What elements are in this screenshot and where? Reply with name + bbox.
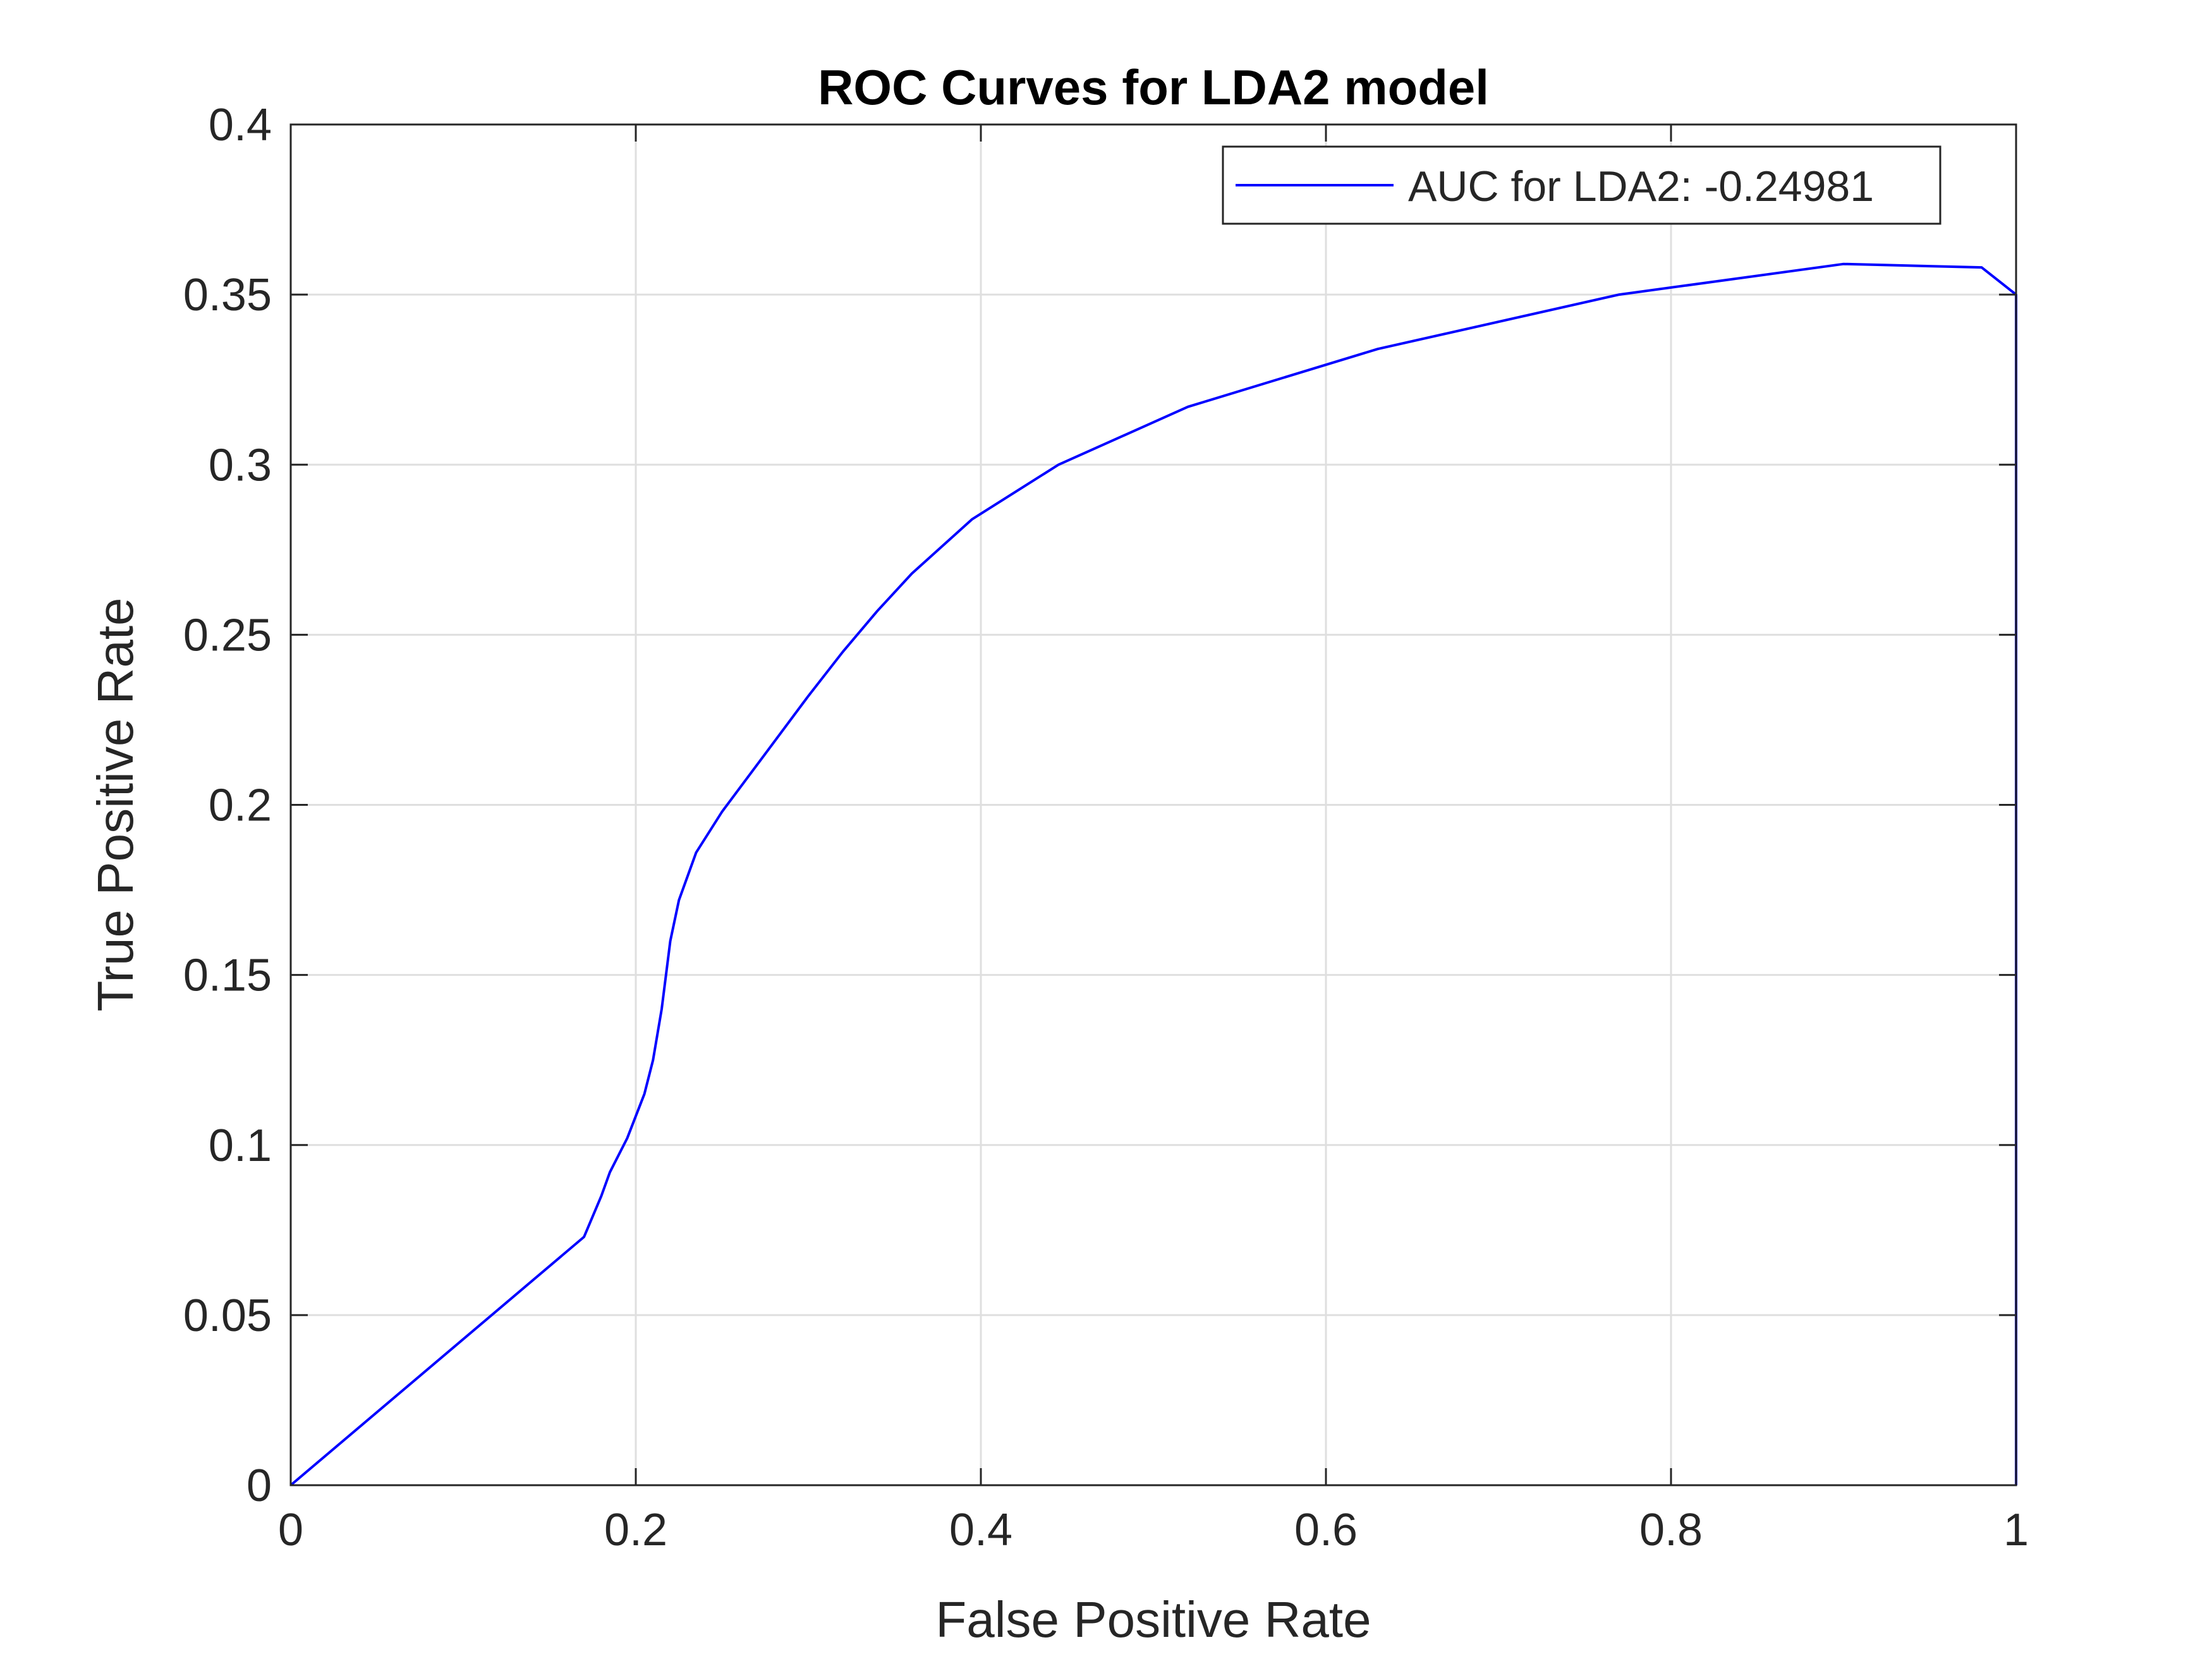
y-tick-labels: 0 0.05 0.1 0.15 0.2 0.25 0.3 0.35 0.4 <box>183 100 272 1511</box>
roc-curve-line <box>289 262 2017 1486</box>
y-tick-label: 0.35 <box>183 270 272 320</box>
x-tick-label: 0.8 <box>1639 1505 1703 1555</box>
x-tick-label: 0.2 <box>604 1505 667 1555</box>
tick-marks <box>289 123 2017 1486</box>
legend-label: AUC for LDA2: -0.24981 <box>1408 162 1874 210</box>
chart-title: ROC Curves for LDA2 model <box>818 59 1489 115</box>
y-tick-label: 0.3 <box>209 440 272 490</box>
y-tick-label: 0.4 <box>209 100 272 150</box>
y-tick-label: 0.25 <box>183 610 272 660</box>
series-layer <box>289 262 2017 1486</box>
legend: AUC for LDA2: -0.24981 <box>1222 145 1942 225</box>
y-tick-label: 0.05 <box>183 1291 272 1341</box>
y-tick-label: 0.15 <box>183 951 272 1001</box>
y-tick-label: 0.2 <box>209 781 272 831</box>
x-axis-label: False Positive Rate <box>935 1591 1371 1648</box>
x-tick-label: 0 <box>278 1505 303 1555</box>
y-tick-label: 0.1 <box>209 1121 272 1171</box>
x-tick-label: 0.4 <box>949 1505 1012 1555</box>
x-tick-label: 1 <box>2003 1505 2029 1555</box>
x-tick-labels: 0 0.2 0.4 0.6 0.8 1 <box>278 1505 2029 1555</box>
y-tick-label: 0 <box>246 1461 272 1511</box>
x-tick-label: 0.6 <box>1294 1505 1358 1555</box>
y-axis-label: True Positive Rate <box>87 597 143 1011</box>
